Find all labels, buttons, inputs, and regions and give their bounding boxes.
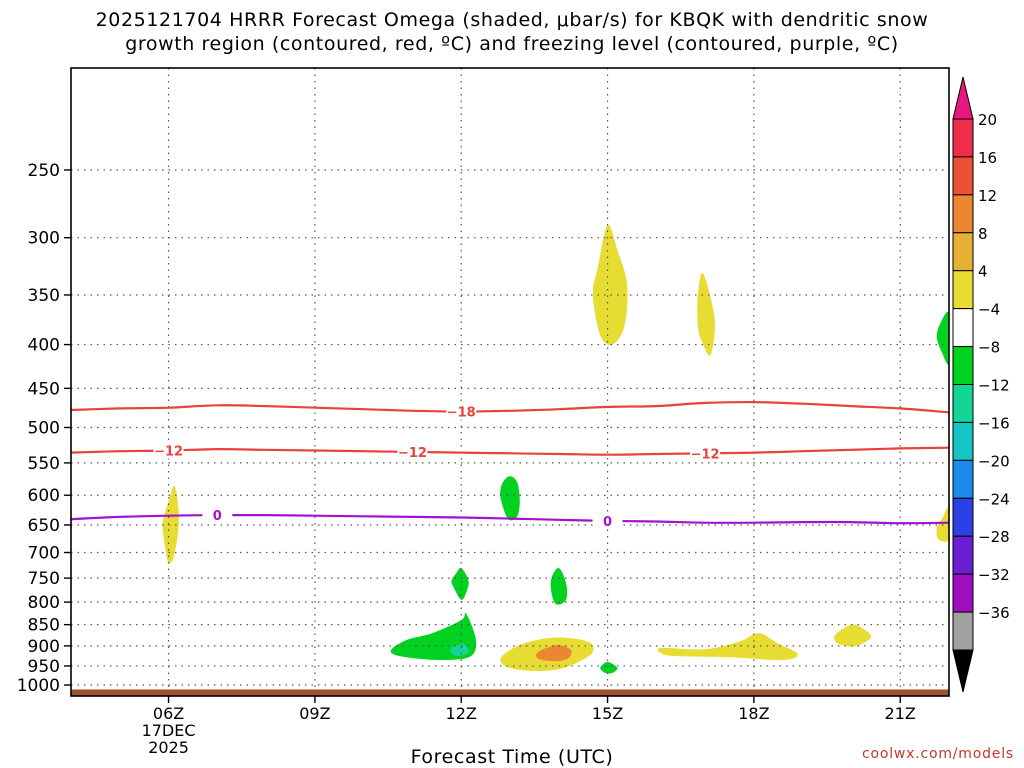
x-tick-label: 15Z bbox=[592, 704, 623, 723]
omega-region bbox=[500, 476, 520, 521]
colorbar-swatch bbox=[952, 384, 974, 423]
y-tick-label: 550 bbox=[28, 454, 60, 474]
omega-region bbox=[936, 506, 949, 542]
y-tick-label: 850 bbox=[28, 616, 60, 636]
contour-line bbox=[71, 400, 949, 414]
colorbar-label: 8 bbox=[978, 225, 988, 243]
colorbar-swatch bbox=[952, 535, 974, 575]
y-tick-label: 900 bbox=[28, 637, 60, 657]
y-tick-label: 450 bbox=[28, 379, 60, 399]
ground-band bbox=[71, 689, 949, 696]
colorbar-label: 16 bbox=[978, 149, 997, 167]
omega-region bbox=[600, 662, 618, 674]
contour-label: −12 bbox=[154, 445, 183, 460]
y-tick-label: 350 bbox=[28, 286, 60, 306]
colorbar-label: −36 bbox=[978, 604, 1010, 622]
grid-lines bbox=[71, 68, 949, 696]
contour-label-bg bbox=[397, 443, 428, 460]
y-tick-label: 650 bbox=[28, 516, 60, 536]
y-tick-label: 600 bbox=[28, 486, 60, 506]
colorbar-bottom-arrow bbox=[952, 649, 974, 693]
contour-label-bg bbox=[153, 442, 184, 459]
chart-title-line2: growth region (contoured, red, ºC) and f… bbox=[125, 33, 899, 55]
contour-label-bg bbox=[592, 512, 623, 529]
omega-region bbox=[697, 272, 715, 356]
y-tick-label: 400 bbox=[28, 336, 60, 356]
x-tick-date-label: 17DEC bbox=[142, 721, 196, 740]
x-tick-label: 12Z bbox=[446, 704, 477, 723]
contour-label-bg bbox=[202, 507, 233, 524]
colorbar-label: −20 bbox=[978, 452, 1010, 470]
contour-label: −12 bbox=[398, 446, 427, 461]
y-tick-label: 1000 bbox=[17, 676, 60, 696]
colorbar: 20 16 12 8 4 −4 −8 −12 −16 −20 −24 −28 −32 −36 bbox=[952, 76, 1010, 693]
contour-label: −12 bbox=[691, 447, 720, 462]
colorbar-top-arrow bbox=[952, 76, 974, 120]
colorbar-swatch bbox=[952, 118, 974, 158]
y-tick-label: 700 bbox=[28, 544, 60, 564]
colorbar-swatch bbox=[952, 270, 974, 310]
temperature-contours: −18 −12 −12 −12 0 0 bbox=[71, 400, 949, 530]
colorbar-swatch bbox=[952, 573, 974, 613]
x-tick-label: 06Z bbox=[153, 704, 184, 723]
contour-label: −18 bbox=[447, 406, 476, 421]
x-tick-date-label: 2025 bbox=[148, 738, 189, 757]
colorbar-swatch bbox=[952, 156, 974, 196]
omega-region bbox=[162, 485, 179, 564]
omega-region bbox=[834, 624, 872, 647]
ground-layer bbox=[71, 689, 949, 696]
chart-title-line1: 2025121704 HRRR Forecast Omega (shaded, … bbox=[95, 9, 929, 31]
omega-regions bbox=[162, 224, 949, 674]
colorbar-label: −32 bbox=[978, 566, 1010, 584]
omega-region bbox=[936, 311, 949, 365]
y-tick-label: 300 bbox=[28, 229, 60, 249]
y-tick-label: 750 bbox=[28, 569, 60, 589]
omega-region bbox=[451, 567, 469, 600]
colorbar-label: −24 bbox=[978, 490, 1010, 508]
site-credit: coolwx.com/models bbox=[861, 746, 1014, 762]
colorbar-swatch bbox=[952, 308, 974, 348]
contour-label-bg bbox=[690, 445, 721, 462]
contour-label: 0 bbox=[603, 515, 612, 530]
omega-region bbox=[536, 644, 572, 662]
colorbar-label: 20 bbox=[978, 111, 997, 129]
contour-label-bg bbox=[446, 403, 477, 420]
x-tick-label: 18Z bbox=[738, 704, 769, 723]
omega-region bbox=[657, 633, 798, 661]
colorbar-label: −16 bbox=[978, 414, 1010, 432]
colorbar-swatch bbox=[952, 421, 974, 461]
y-axis: 2503003504004505005506006507007508008509… bbox=[17, 161, 71, 696]
y-tick-label: 250 bbox=[28, 161, 60, 181]
colorbar-label: 4 bbox=[978, 263, 988, 281]
y-tick-label: 950 bbox=[28, 657, 60, 677]
colorbar-swatch bbox=[952, 346, 974, 386]
contour-label: 0 bbox=[213, 509, 222, 524]
colorbar-label: 12 bbox=[978, 187, 997, 205]
colorbar-swatch bbox=[952, 459, 974, 499]
colorbar-swatch bbox=[952, 232, 974, 272]
colorbar-swatch bbox=[952, 194, 974, 234]
x-tick-label: 09Z bbox=[299, 704, 330, 723]
contour-line bbox=[71, 446, 949, 456]
colorbar-label: −8 bbox=[978, 339, 1000, 357]
plot-frame bbox=[70, 67, 950, 697]
x-tick-label: 21Z bbox=[885, 704, 916, 723]
omega-region bbox=[450, 643, 469, 657]
y-tick-label: 800 bbox=[28, 593, 60, 613]
colorbar-swatch bbox=[952, 497, 974, 537]
y-tick-label: 500 bbox=[28, 418, 60, 438]
x-axis-title: Forecast Time (UTC) bbox=[410, 746, 614, 768]
colorbar-swatch bbox=[952, 611, 974, 651]
omega-region bbox=[550, 568, 568, 605]
colorbar-label: −28 bbox=[978, 528, 1010, 546]
colorbar-label: −4 bbox=[978, 301, 1000, 319]
colorbar-label: −12 bbox=[978, 377, 1010, 395]
omega-region bbox=[592, 224, 628, 346]
